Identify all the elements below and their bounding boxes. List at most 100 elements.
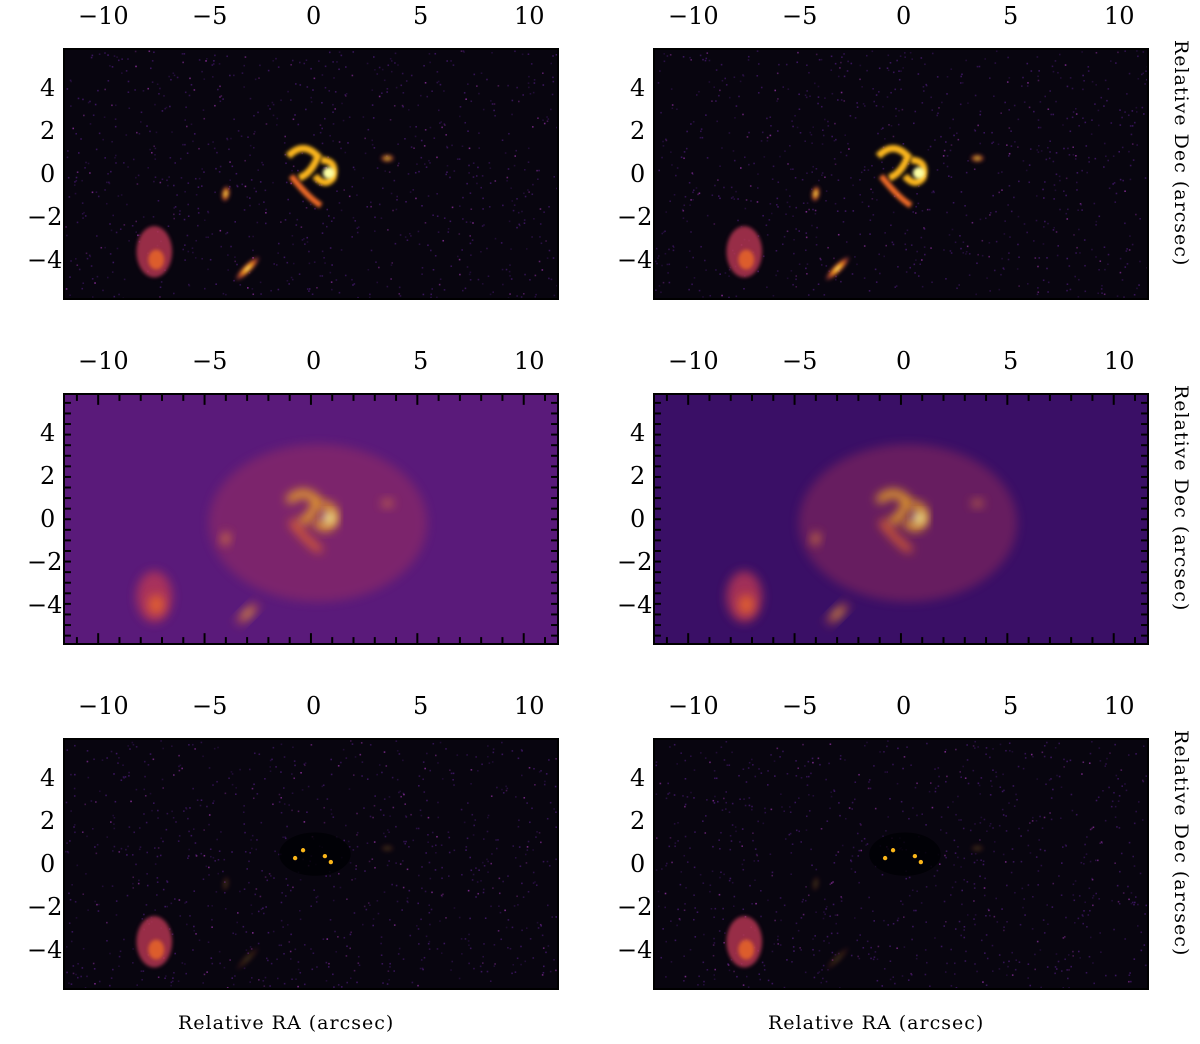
x-tick-label: 5 [413,2,429,30]
compact-source [824,600,851,627]
x-tick-label: −10 [78,347,129,375]
galaxy-core [148,939,165,960]
compact-source [810,529,821,548]
x-tick-label: −5 [782,692,818,720]
compact-source [220,184,231,203]
y-tick-label: −4 [617,591,653,619]
x-tick-label: 5 [1003,692,1019,720]
x-tick-label: 0 [896,347,912,375]
compact-source [379,498,396,509]
x-axis-label: Relative RA (arcsec) [178,1012,395,1034]
y-tick-label: 4 [630,74,646,102]
residual-image-svg [65,740,557,988]
x-tick-label: 10 [514,692,545,720]
y-tick-label: 4 [40,764,56,792]
galaxy-core [738,939,755,960]
compact-source [810,184,821,203]
x-tick-label: −10 [668,2,719,30]
lensed-arc [875,144,928,209]
compact-source [379,153,396,164]
x-tick-label: −5 [192,692,228,720]
frame-ticks [65,395,557,643]
panel-model-image-r2c2 [653,393,1149,645]
panel-residual-image-r3c1 [63,738,559,990]
y-tick-label: −4 [27,246,63,274]
y-tick-label: 0 [40,505,56,533]
compact-source [969,843,986,854]
y-axis-label: Relative Dec (arcsec) [1170,385,1192,612]
x-tick-label: 5 [1003,347,1019,375]
panel-observed-image-r1c1 [63,48,559,300]
x-tick-label: 0 [306,347,322,375]
model-image-svg [65,395,557,643]
x-tick-label: −5 [782,2,818,30]
y-tick-label: 4 [630,764,646,792]
compact-source [969,498,986,509]
y-tick-label: −4 [617,246,653,274]
y-tick-label: −2 [27,548,63,576]
x-tick-label: 10 [1104,347,1135,375]
lensed-arc [285,489,338,554]
y-axis-label: Relative Dec (arcsec) [1170,40,1192,267]
noise-speckles [655,50,1147,298]
x-tick-label: −5 [192,347,228,375]
x-tick-label: 0 [896,2,912,30]
galaxy-core [738,249,755,270]
x-tick-label: 0 [306,2,322,30]
y-tick-label: 0 [630,160,646,188]
noise-speckles [65,740,557,988]
x-tick-label: 0 [896,692,912,720]
model-image-svg [655,395,1147,643]
lensed-arc [279,832,351,876]
y-tick-label: 2 [40,117,56,145]
galaxy-core [738,594,755,615]
y-tick-label: 0 [630,505,646,533]
lensed-arc [875,489,928,554]
y-axis-label: Relative Dec (arcsec) [1170,730,1192,957]
compact-source [824,255,851,282]
x-tick-label: −10 [668,692,719,720]
y-tick-label: 2 [630,462,646,490]
compact-source [220,529,231,548]
panel-model-image-r2c1 [63,393,559,645]
y-tick-label: −2 [27,893,63,921]
observed-image-svg [655,50,1147,298]
y-tick-label: 2 [40,462,56,490]
x-tick-label: 5 [413,347,429,375]
lensed-arc [869,832,941,876]
y-tick-label: 4 [630,419,646,447]
x-axis-label: Relative RA (arcsec) [768,1012,985,1034]
x-tick-label: 10 [1104,692,1135,720]
x-tick-label: 10 [514,2,545,30]
x-tick-label: 10 [514,347,545,375]
galaxy-core [148,249,165,270]
compact-source [810,874,821,893]
y-tick-label: −2 [617,548,653,576]
y-tick-label: 2 [630,807,646,835]
compact-source [234,945,261,972]
x-tick-label: −5 [782,347,818,375]
y-tick-label: −4 [617,936,653,964]
x-tick-label: −5 [192,2,228,30]
y-tick-label: 2 [630,117,646,145]
compact-source [234,255,261,282]
x-tick-label: 5 [1003,2,1019,30]
lensed-arc [285,144,338,209]
x-tick-label: 10 [1104,2,1135,30]
compact-source [234,600,261,627]
y-tick-label: −4 [27,591,63,619]
y-tick-label: 4 [40,74,56,102]
compact-source [969,153,986,164]
residual-image-svg [655,740,1147,988]
y-tick-label: 0 [630,850,646,878]
y-tick-label: 2 [40,807,56,835]
panel-observed-image-r1c2 [653,48,1149,300]
x-tick-label: 5 [413,692,429,720]
y-tick-label: 0 [40,850,56,878]
observed-image-svg [65,50,557,298]
y-tick-label: −2 [617,203,653,231]
x-tick-label: −10 [78,692,129,720]
compact-source [824,945,851,972]
y-tick-label: 4 [40,419,56,447]
